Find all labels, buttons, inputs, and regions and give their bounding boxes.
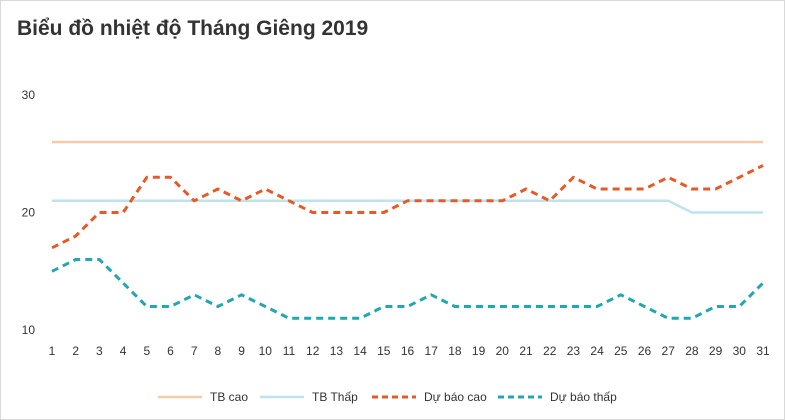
legend-label: Dự báo thấp xyxy=(550,390,617,404)
x-axis: 1 2 3 4 5 6 7 8 9 10 11 12 13 14 15 16 17 18 19 20 21 22 23 24 2… xyxy=(49,344,770,358)
x-tick-label: 28 xyxy=(685,344,699,358)
legend-label: TB Thấp xyxy=(312,390,358,404)
x-tick-label: 16 xyxy=(401,344,415,358)
x-tick-label: 23 xyxy=(567,344,581,358)
y-tick-label: 30 xyxy=(22,88,36,102)
legend-label: Dự báo cao xyxy=(424,390,487,404)
x-tick-label: 8 xyxy=(215,344,222,358)
x-tick-label: 14 xyxy=(353,344,367,358)
x-tick-label: 9 xyxy=(238,344,245,358)
legend: TB cao TB Thấp Dự báo cao Dự báo thấp xyxy=(158,390,617,404)
x-tick-label: 3 xyxy=(96,344,103,358)
x-tick-label: 10 xyxy=(259,344,273,358)
x-tick-label: 7 xyxy=(191,344,198,358)
x-tick-label: 5 xyxy=(143,344,150,358)
x-tick-label: 13 xyxy=(330,344,344,358)
legend-label: TB cao xyxy=(210,390,248,404)
x-tick-label: 19 xyxy=(472,344,486,358)
y-tick-label: 10 xyxy=(22,323,36,337)
x-tick-label: 11 xyxy=(283,344,296,358)
x-tick-label: 22 xyxy=(543,344,557,358)
series-line xyxy=(52,199,763,214)
x-tick-label: 6 xyxy=(167,344,174,358)
x-tick-label: 29 xyxy=(709,344,723,358)
x-tick-label: 26 xyxy=(638,344,652,358)
x-tick-label: 25 xyxy=(614,344,628,358)
series-line xyxy=(51,164,764,250)
x-tick-label: 18 xyxy=(448,344,462,358)
x-tick-label: 2 xyxy=(72,344,79,358)
x-tick-label: 1 xyxy=(49,344,56,358)
x-tick-label: 4 xyxy=(120,344,127,358)
series-line xyxy=(51,258,765,320)
y-tick-label: 20 xyxy=(22,206,36,220)
x-tick-label: 12 xyxy=(306,344,320,358)
x-tick-label: 21 xyxy=(519,344,533,358)
x-tick-label: 27 xyxy=(662,344,676,358)
x-tick-label: 24 xyxy=(590,344,604,358)
plot-area xyxy=(51,140,765,320)
x-tick-label: 30 xyxy=(733,344,747,358)
x-tick-label: 15 xyxy=(377,344,391,358)
chart-title: Biểu đồ nhiệt độ Tháng Giêng 2019 xyxy=(17,17,369,40)
x-tick-label: 17 xyxy=(425,344,439,358)
y-axis: 30 20 10 xyxy=(22,88,36,337)
x-tick-label: 31 xyxy=(756,344,770,358)
x-tick-label: 20 xyxy=(496,344,510,358)
